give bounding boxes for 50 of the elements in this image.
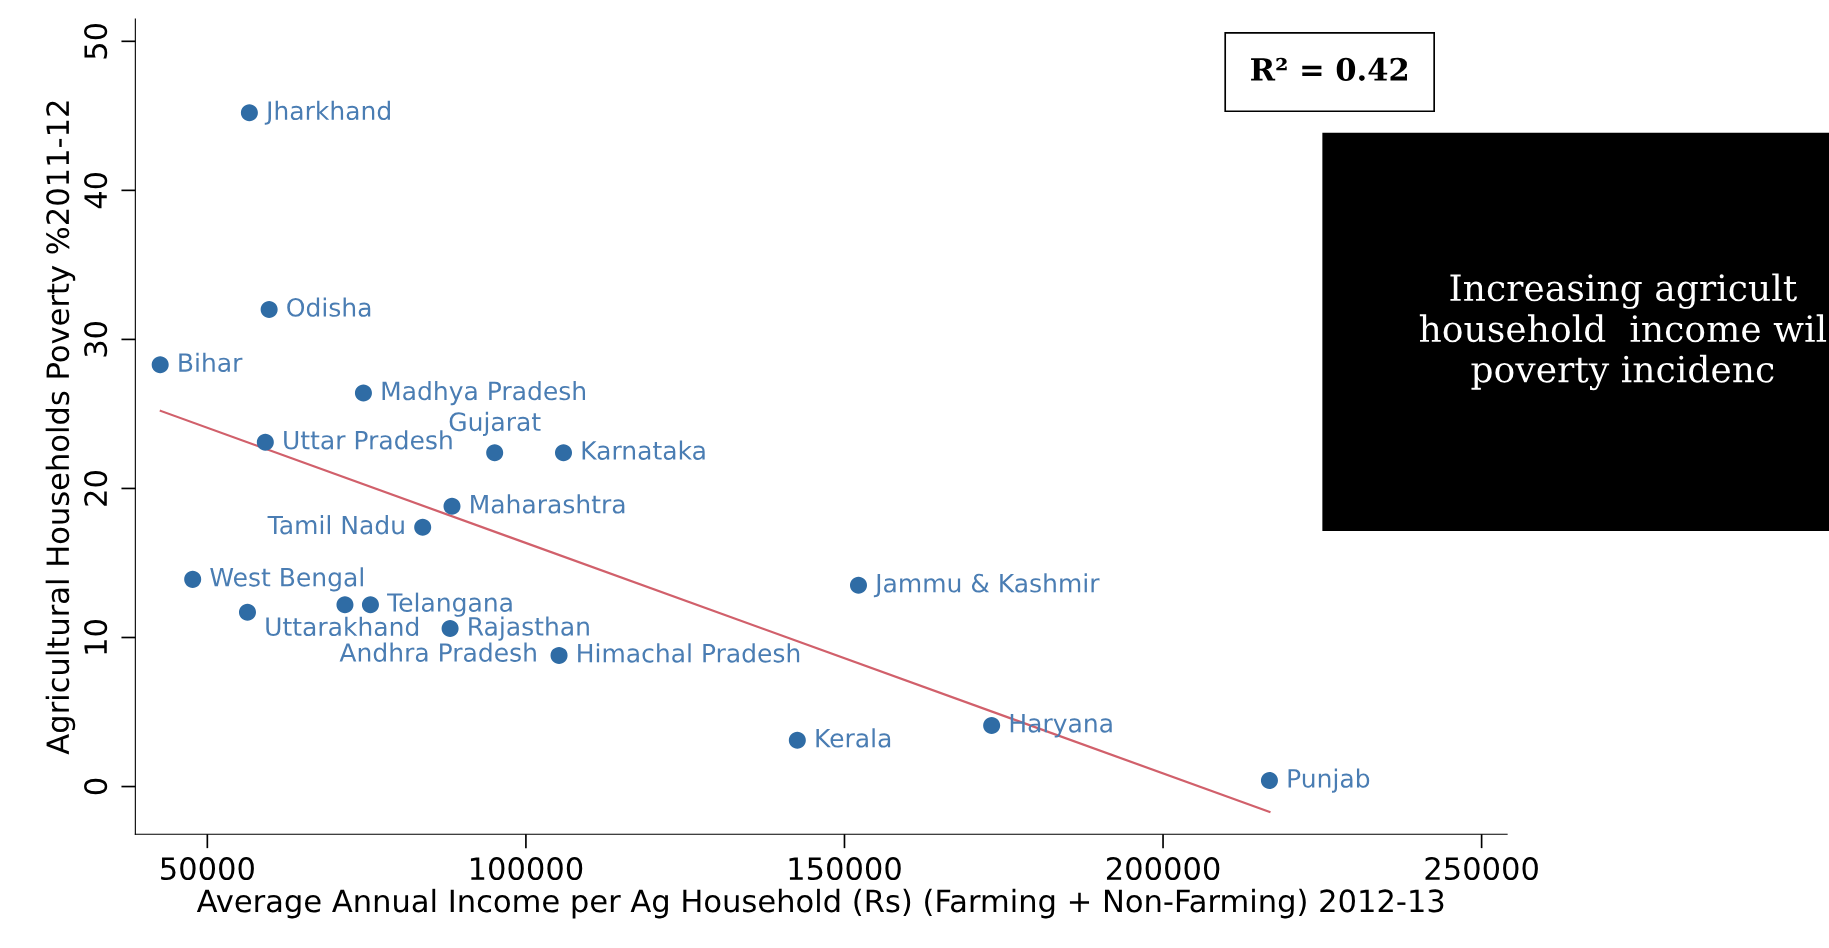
point bbox=[983, 716, 1001, 734]
x-tick-label: 200000 bbox=[1106, 857, 1220, 881]
point bbox=[788, 731, 806, 749]
point bbox=[486, 444, 504, 462]
point bbox=[443, 497, 461, 515]
annotation: Increasing agricult household income wil poverty incidenc bbox=[1419, 273, 1827, 391]
point bbox=[238, 603, 256, 621]
point bbox=[554, 444, 573, 462]
point bbox=[550, 646, 568, 664]
point bbox=[336, 596, 354, 614]
annotation: Andhra Pradesh bbox=[339, 642, 536, 662]
annotation: Kerala bbox=[816, 728, 891, 748]
point bbox=[260, 301, 278, 319]
x-tick-label: 250000 bbox=[1425, 857, 1538, 881]
y-tick-label: 40 bbox=[84, 172, 108, 209]
x-tick-label: 150000 bbox=[789, 857, 901, 881]
annotation: Karnataka bbox=[582, 440, 705, 460]
point bbox=[151, 356, 169, 374]
annotation: Odisha bbox=[287, 297, 371, 317]
point bbox=[414, 518, 432, 536]
point bbox=[354, 384, 372, 402]
x-tick-label: 50000 bbox=[161, 857, 254, 881]
point bbox=[240, 104, 258, 122]
annotation: Telangana bbox=[387, 592, 512, 617]
annotation: Uttarakhand bbox=[266, 616, 419, 637]
y-tick-label: 0 bbox=[84, 778, 108, 795]
annotation: Himachal Pradesh bbox=[578, 643, 800, 663]
point bbox=[256, 433, 274, 451]
point bbox=[1260, 772, 1278, 790]
x-axis-title: Average Annual Income per Ag Household (Rs) (Farming + Non-Farming) 2012-13 bbox=[196, 888, 1444, 919]
y-tick-label: 50 bbox=[84, 23, 108, 59]
y-tick-label: 10 bbox=[84, 620, 108, 654]
annotation: Bihar bbox=[179, 352, 243, 372]
y-tick-label: 30 bbox=[84, 322, 108, 357]
annotation: Madhya Pradesh bbox=[382, 380, 586, 406]
y-tick-label: 20 bbox=[84, 471, 108, 506]
x-tick-label: 100000 bbox=[470, 857, 583, 881]
annotation: Maharashtra bbox=[471, 494, 625, 514]
annotation: West Bengal bbox=[210, 567, 363, 592]
point bbox=[849, 576, 867, 594]
y-axis-title: Agricultural Households Poverty %2011-12 bbox=[45, 101, 76, 755]
annotation: Tamil Nadu bbox=[267, 515, 404, 535]
point bbox=[184, 570, 202, 588]
annotation: Jammu & Kashmir bbox=[873, 573, 1100, 598]
point bbox=[441, 620, 459, 638]
annotation: R² = 0.42 bbox=[1251, 57, 1407, 81]
point bbox=[361, 596, 379, 614]
annotation: Jharkhand bbox=[264, 100, 390, 125]
annotation: Punjab bbox=[1288, 768, 1370, 793]
annotation: Rajasthan bbox=[469, 616, 589, 641]
